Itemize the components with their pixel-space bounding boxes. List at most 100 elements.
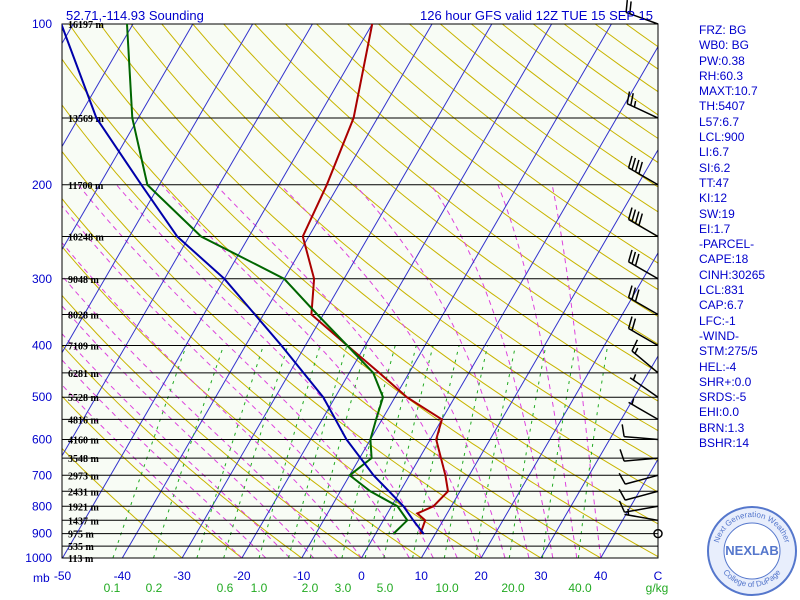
wind-barb — [629, 374, 659, 398]
index-value: LFC:-1 — [699, 313, 736, 328]
barb-full-flag — [631, 339, 639, 352]
barb-full-flag — [631, 209, 637, 222]
mixing-ratio-label: 10.0 — [435, 581, 459, 595]
isotherm-line — [62, 24, 254, 354]
mixing-ratio-label: 20.0 — [501, 581, 525, 595]
barb-half-flag — [631, 398, 635, 405]
wind-barb — [631, 339, 659, 374]
height-label: 2431 m — [68, 487, 100, 498]
temperature-point — [302, 235, 304, 238]
pressure-tick-label: 100 — [32, 17, 52, 31]
barb-full-flag — [625, 0, 629, 13]
index-value: CAP:6.7 — [699, 298, 744, 313]
dewpoint-point — [316, 313, 319, 316]
height-label: 13569 m — [68, 114, 105, 125]
wind-barb — [628, 398, 659, 421]
dewpoint-point — [375, 418, 377, 421]
parcel-point — [402, 505, 405, 508]
index-value: PW:0.38 — [699, 53, 745, 68]
wind-barb — [619, 449, 659, 462]
index-value: SRDS:-5 — [699, 390, 747, 405]
dewpoint-point — [131, 117, 134, 119]
index-value: KI:12 — [699, 191, 728, 206]
model-valid-time: 126 hour GFS valid 12Z TUE 15 SEP 15 — [420, 8, 653, 23]
barb-full-flag — [627, 316, 633, 329]
index-value: STM:275/5 — [699, 344, 758, 359]
barb-staff — [629, 377, 659, 398]
height-label: 11700 m — [68, 181, 104, 192]
index-value: -WIND- — [699, 328, 739, 343]
barb-full-flag — [631, 287, 637, 300]
barb-staff — [624, 505, 659, 513]
pressure-tick-label: 600 — [32, 433, 52, 447]
pressure-tick-label: 200 — [32, 178, 52, 192]
mixing-ratio-label: 40.0 — [568, 581, 592, 595]
dewpoint-point — [370, 457, 373, 459]
barb-staff — [624, 513, 659, 522]
index-value: -PARCEL- — [699, 237, 755, 252]
barb-full-flag — [631, 318, 637, 331]
parcel-point — [176, 235, 178, 238]
height-label: 8028 m — [68, 311, 100, 322]
barb-staff — [631, 350, 659, 374]
temperature-tick-label: 40 — [594, 569, 608, 583]
temperature-point — [371, 24, 373, 25]
temperature-point — [424, 519, 427, 522]
isotherm-line — [480, 252, 658, 558]
temperature-tick-label: 30 — [534, 569, 548, 583]
barb-staff — [624, 435, 659, 441]
height-label: 16197 m — [68, 20, 105, 31]
barb-staff — [625, 474, 659, 485]
isotherm-line — [241, 24, 553, 558]
temperature-tick-label: -30 — [173, 569, 191, 583]
index-value: WB0: BG — [699, 38, 750, 53]
moist-adiabat-line — [280, 184, 506, 558]
parcel-point — [372, 474, 375, 477]
isotherm-line — [361, 45, 658, 558]
dewpoint-point — [346, 344, 349, 347]
isotherm-line — [62, 24, 313, 457]
temperature-point — [310, 313, 313, 316]
barb-full-flag — [627, 155, 633, 169]
barb-full-flag — [618, 500, 626, 513]
moist-adiabat-line — [354, 184, 530, 558]
height-labels: 16197 m 13569 m 11700 m 10248 m 9048 m 8028 m… — [68, 20, 105, 565]
temperature-point — [441, 418, 443, 421]
mixing-ratio-label: 0.6 — [217, 581, 234, 595]
height-label: 5528 m — [68, 393, 100, 404]
barb-half-flag — [633, 100, 637, 108]
dewpoint-point — [283, 278, 286, 280]
temperature-tick-label: -10 — [293, 569, 311, 583]
barb-full-flag — [626, 91, 631, 104]
temperature-point — [416, 512, 419, 515]
index-value: SHR+:0.0 — [699, 374, 752, 389]
mixing-ratio-label: 5.0 — [377, 581, 394, 595]
temperature-unit-label: C — [654, 569, 663, 583]
temperature-point — [378, 372, 381, 374]
temperature-tick-label: 20 — [474, 569, 488, 583]
wind-barb — [618, 488, 659, 501]
dewpoint-point — [382, 396, 384, 399]
temperature-point — [326, 184, 328, 186]
nexlab-logo: Next Generation Weather NEXLAB College o… — [707, 506, 797, 596]
pressure-tick-label: 400 — [32, 339, 52, 353]
barb-full-flag — [634, 159, 640, 173]
wind-barb — [618, 500, 659, 513]
wind-barb — [627, 316, 659, 347]
wind-barbs — [618, 0, 663, 539]
pressure-tick-label: 800 — [32, 499, 52, 513]
mixing-ratio-label: 0.2 — [146, 581, 163, 595]
isotherm-line — [0, 24, 13, 558]
index-value: BSHR:14 — [699, 436, 750, 451]
dewpoint-point — [126, 24, 128, 25]
barb-full-flag — [634, 211, 640, 224]
barb-full-flag — [618, 488, 626, 501]
isotherm-line — [62, 24, 194, 251]
plot-frame — [61, 23, 659, 559]
barb-full-flag — [627, 249, 633, 263]
temperature-tick-label: -50 — [54, 569, 72, 583]
parcel-point — [422, 532, 425, 535]
barb-full-flag — [630, 93, 634, 106]
barb-staff — [625, 11, 659, 25]
